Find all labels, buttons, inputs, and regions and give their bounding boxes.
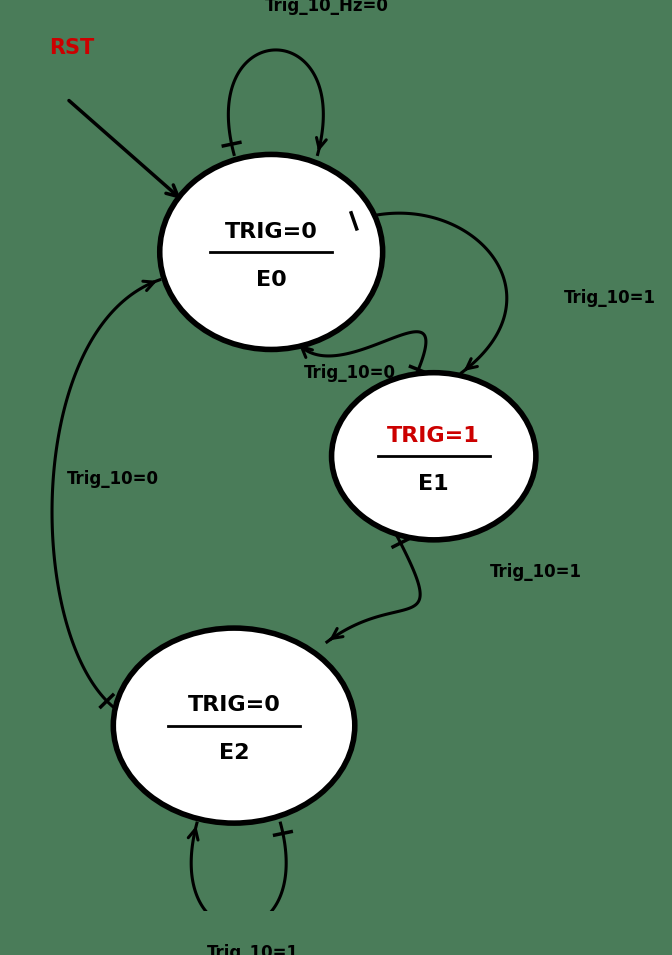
Text: RST: RST <box>49 37 94 57</box>
Ellipse shape <box>114 628 355 823</box>
Text: TRIG=0: TRIG=0 <box>224 222 318 242</box>
Text: E1: E1 <box>419 474 449 494</box>
Text: Trig_10=1: Trig_10=1 <box>489 563 581 582</box>
Text: E0: E0 <box>256 270 286 289</box>
Text: Trig_10=0: Trig_10=0 <box>67 471 159 489</box>
Text: Trig_10_Hz=0: Trig_10_Hz=0 <box>265 0 389 15</box>
Text: E2: E2 <box>219 743 249 763</box>
Text: TRIG=0: TRIG=0 <box>187 695 280 715</box>
Ellipse shape <box>331 372 536 540</box>
Text: TRIG=1: TRIG=1 <box>387 426 480 446</box>
Text: Trig_10=0: Trig_10=0 <box>304 364 396 382</box>
Ellipse shape <box>160 155 382 350</box>
Text: Trig_10=1: Trig_10=1 <box>206 944 298 955</box>
Text: Trig_10=1: Trig_10=1 <box>564 289 656 308</box>
